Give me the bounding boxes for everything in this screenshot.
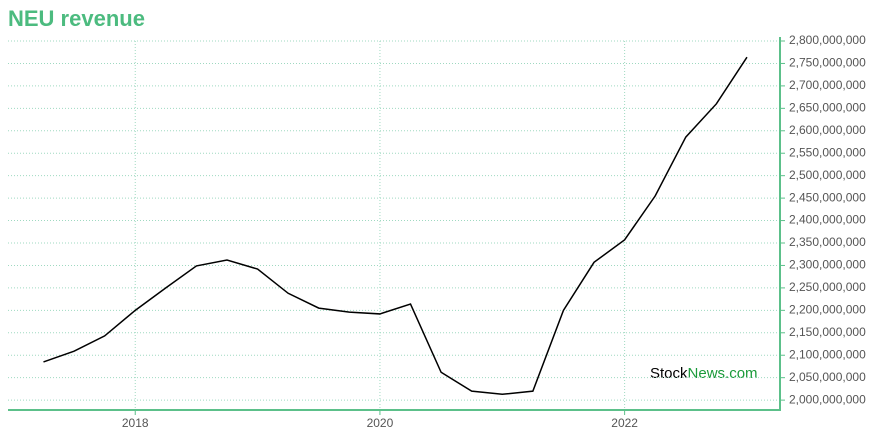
y-tick-label: 2,800,000,000 <box>789 33 866 47</box>
y-tick-label: 2,350,000,000 <box>789 235 866 249</box>
watermark-part: Stock <box>650 365 688 382</box>
chart-title: NEU revenue <box>8 6 145 31</box>
y-tick-label: 2,700,000,000 <box>789 78 866 92</box>
y-tick-label: 2,750,000,000 <box>789 56 866 70</box>
y-tick-label: 2,400,000,000 <box>789 213 866 227</box>
y-tick-label: 2,600,000,000 <box>789 123 866 137</box>
line <box>43 56 748 396</box>
y-tick-label: 2,150,000,000 <box>789 325 866 339</box>
watermark-part: News <box>688 365 726 382</box>
x-tick-label: 2022 <box>611 416 638 430</box>
y-tick-label: 2,300,000,000 <box>789 258 866 272</box>
y-tick-label: 2,450,000,000 <box>789 190 866 204</box>
y-tick-label: 2,250,000,000 <box>789 280 866 294</box>
y-tick-label: 2,050,000,000 <box>789 370 866 384</box>
watermark-part: .com <box>725 365 758 382</box>
x-tick-label: 2018 <box>122 416 149 430</box>
y-tick-label: 2,000,000,000 <box>789 392 866 406</box>
watermark: StockNews.com <box>650 365 758 382</box>
x-tick-label: 2020 <box>367 416 394 430</box>
y-tick-label: 2,200,000,000 <box>789 303 866 317</box>
y-tick-label: 2,100,000,000 <box>789 347 866 361</box>
y-tick-label: 2,500,000,000 <box>789 168 866 182</box>
y-tick-label: 2,650,000,000 <box>789 101 866 115</box>
y-tick-label: 2,550,000,000 <box>789 145 866 159</box>
